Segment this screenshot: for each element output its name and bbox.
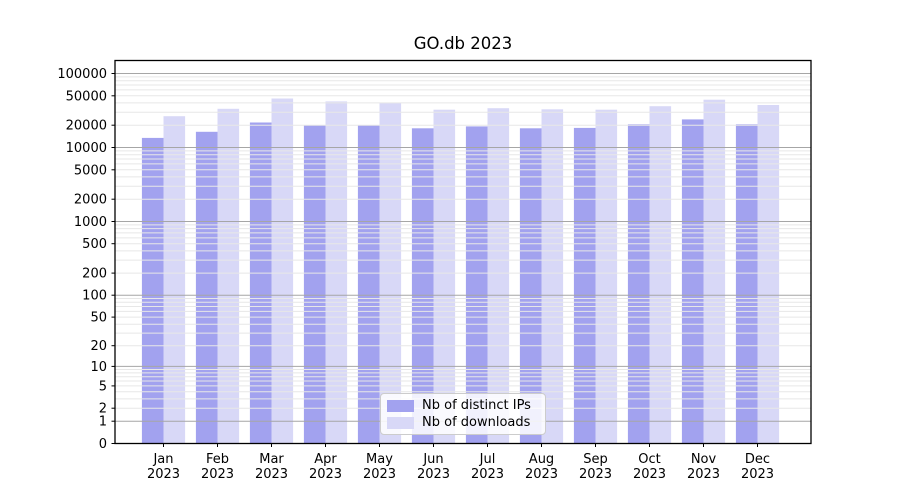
x-tick-label-month: Apr [314,452,337,467]
y-tick-label: 10000 [66,141,107,156]
bar-nb-of-distinct-ips-aug [519,128,542,444]
bar-nb-of-downloads-sep [595,109,618,444]
bar-nb-of-downloads-oct [649,106,672,444]
bar-nb-of-distinct-ips-nov [681,119,704,444]
bar-nb-of-downloads-feb [217,108,240,444]
bar-nb-of-downloads-jul [487,108,510,444]
x-tick-label-month: Oct [638,452,660,467]
bar-nb-of-distinct-ips-apr [303,125,326,444]
chart-title: GO.db 2023 [413,34,513,53]
bar-nb-of-downloads-mar [271,98,294,444]
y-tick-label: 50000 [66,89,107,104]
bar-nb-of-downloads-jun [433,109,456,444]
bar-nb-of-downloads-apr [325,101,348,444]
bar-nb-of-distinct-ips-jun [411,128,434,444]
x-tick-label-year: 2023 [687,467,720,482]
x-tick-label-month: Aug [529,452,554,467]
axes-frame [114,59,812,445]
x-tick-label-year: 2023 [255,467,288,482]
bar-nb-of-downloads-jan [163,116,186,444]
bar-nb-of-distinct-ips-mar [249,122,272,444]
x-tick-label-month: May [366,452,393,467]
x-tick-label-month: Mar [259,452,284,467]
bar-nb-of-downloads-dec [757,105,780,444]
bar-nb-of-distinct-ips-dec [735,124,758,444]
x-tick-label-month: Jan [152,452,173,467]
y-tick-label: 5000 [74,163,107,178]
x-tick-label-year: 2023 [471,467,504,482]
bars [141,98,780,444]
bar-nb-of-distinct-ips-may [357,125,380,444]
y-tick-label: 20 [90,339,107,354]
x-tick-label-year: 2023 [147,467,180,482]
legend-label-distinct-ips: Nb of distinct IPs [422,398,531,413]
x-axis: Jan2023Feb2023Mar2023Apr2023May2023Jun20… [147,443,774,482]
y-tick-label: 5 [99,379,107,394]
legend-item-downloads: Nb of downloads [387,415,539,430]
y-tick-label: 1 [99,415,107,430]
plot-border [114,59,812,445]
x-tick-label-year: 2023 [417,467,450,482]
legend: Nb of distinct IPs Nb of downloads [380,393,546,435]
x-tick-label-month: Dec [745,452,770,467]
bar-nb-of-distinct-ips-jul [465,126,488,444]
legend-item-distinct-ips: Nb of distinct IPs [387,398,539,413]
bar-nb-of-distinct-ips-feb [195,131,218,444]
bar-nb-of-downloads-aug [541,109,564,444]
y-tick-label: 0 [99,437,107,452]
x-tick-label-year: 2023 [579,467,612,482]
legend-swatch-downloads [387,416,414,429]
y-tick-label: 500 [82,237,107,252]
legend-label-downloads: Nb of downloads [422,415,531,430]
x-tick-label-month: Nov [691,452,717,467]
y-tick-label: 100 [82,289,107,304]
x-tick-label-month: Jul [479,452,496,467]
x-tick-label-year: 2023 [363,467,396,482]
x-tick-label-month: Sep [583,452,608,467]
bar-nb-of-downloads-nov [703,99,726,444]
y-tick-label: 10 [90,360,107,375]
y-tick-label: 200 [82,267,107,282]
x-tick-label-year: 2023 [309,467,342,482]
x-tick-label-month: Feb [206,452,229,467]
bar-nb-of-distinct-ips-oct [627,124,650,444]
y-tick-label: 100000 [57,67,107,82]
y-tick-label: 1000 [74,215,107,230]
legend-swatch-distinct-ips [387,399,414,412]
y-tick-label: 20000 [66,119,107,134]
x-tick-label-year: 2023 [525,467,558,482]
y-tick-label: 2 [99,402,107,417]
x-tick-label-month: Jun [422,452,443,467]
y-tick-label: 2000 [74,193,107,208]
y-tick-label: 50 [90,311,107,326]
bar-nb-of-distinct-ips-sep [573,127,596,444]
x-tick-label-year: 2023 [201,467,234,482]
y-axis: 1000005000020000100005000200010005002001… [57,67,115,452]
x-tick-label-year: 2023 [741,467,774,482]
x-tick-label-year: 2023 [633,467,666,482]
bar-nb-of-distinct-ips-jan [141,137,164,444]
gridlines-minor [115,76,811,409]
